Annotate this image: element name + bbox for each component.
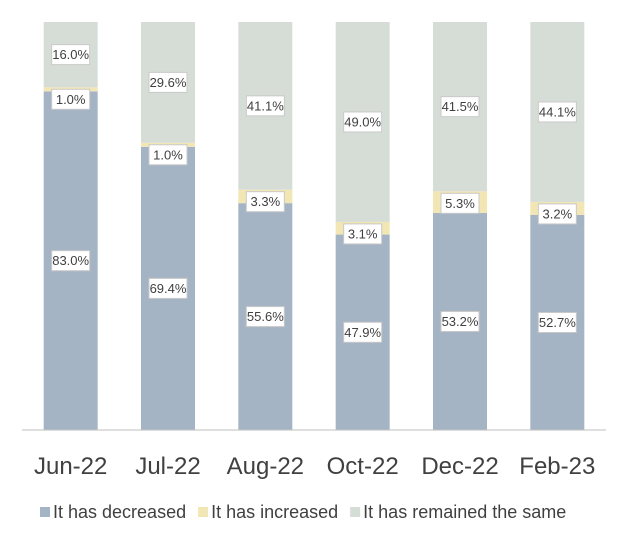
legend-label-it-has-decreased: It has decreased (53, 502, 186, 522)
data-label-box (245, 306, 285, 328)
category-label-jul-22: Jul-22 (135, 453, 200, 480)
data-label-box (148, 71, 188, 93)
data-label-it-has-remained-the-same-aug-22: 41.1% (247, 98, 284, 113)
legend-label-it-has-remained-the-same: It has remained the same (363, 502, 566, 522)
data-label-box (537, 203, 577, 225)
data-label-box (343, 321, 383, 343)
data-label-it-has-decreased-oct-22: 47.9% (344, 325, 381, 340)
data-label-box (343, 223, 383, 245)
category-label-aug-22: Aug-22 (227, 453, 304, 480)
data-label-it-has-decreased-dec-22: 53.2% (442, 314, 479, 329)
data-label-it-has-increased-feb-23: 3.2% (543, 206, 573, 221)
data-label-box (537, 101, 577, 123)
data-label-it-has-increased-jun-22: 1.0% (56, 92, 86, 107)
data-label-box (51, 250, 91, 272)
legend-label-it-has-increased: It has increased (211, 502, 338, 522)
data-label-it-has-remained-the-same-oct-22: 49.0% (344, 114, 381, 129)
data-label-it-has-increased-aug-22: 3.3% (251, 194, 281, 209)
data-label-box (440, 310, 480, 332)
data-label-it-has-decreased-jun-22: 83.0% (52, 253, 89, 268)
category-label-dec-22: Dec-22 (421, 453, 498, 480)
data-label-box (537, 311, 577, 333)
data-label-it-has-increased-oct-22: 3.1% (348, 226, 378, 241)
data-label-box (148, 277, 188, 299)
bars-layer (43, 22, 585, 431)
data-label-box (148, 144, 188, 166)
legend-swatch-it-has-remained-the-same (350, 507, 361, 517)
data-label-it-has-remained-the-same-dec-22: 41.5% (442, 99, 479, 114)
data-label-box (51, 88, 91, 110)
data-label-it-has-remained-the-same-jul-22: 29.6% (150, 75, 187, 90)
data-label-box (245, 95, 285, 117)
data-label-box (51, 44, 91, 66)
data-label-it-has-remained-the-same-feb-23: 44.1% (539, 104, 576, 119)
category-labels: Jun-22 Jul-22 Aug-22 Oct-22 Dec-22 Feb-23 (34, 453, 595, 480)
data-label-it-has-decreased-jul-22: 69.4% (150, 281, 187, 296)
data-label-box (245, 191, 285, 213)
data-label-it-has-remained-the-same-jun-22: 16.0% (52, 47, 89, 62)
legend: It has decreased It has increased It has r… (40, 502, 566, 522)
category-label-jun-22: Jun-22 (34, 453, 107, 480)
data-label-it-has-decreased-feb-23: 52.7% (539, 315, 576, 330)
category-label-feb-23: Feb-23 (519, 453, 595, 480)
category-label-oct-22: Oct-22 (327, 453, 399, 480)
data-label-it-has-increased-jul-22: 1.0% (153, 147, 183, 162)
legend-swatch-it-has-increased (198, 507, 209, 517)
data-label-box (440, 96, 480, 118)
data-label-box (440, 192, 480, 214)
legend-swatch-it-has-decreased (40, 507, 50, 517)
data-labels-layer: 83.0% 1.0% 16.0% 69.4% 1.0% 29.6% 55.6% 3.3% 41.… (51, 44, 577, 343)
data-label-it-has-decreased-aug-22: 55.6% (247, 309, 284, 324)
data-label-it-has-increased-dec-22: 5.3% (445, 196, 475, 211)
data-label-box (343, 111, 383, 133)
